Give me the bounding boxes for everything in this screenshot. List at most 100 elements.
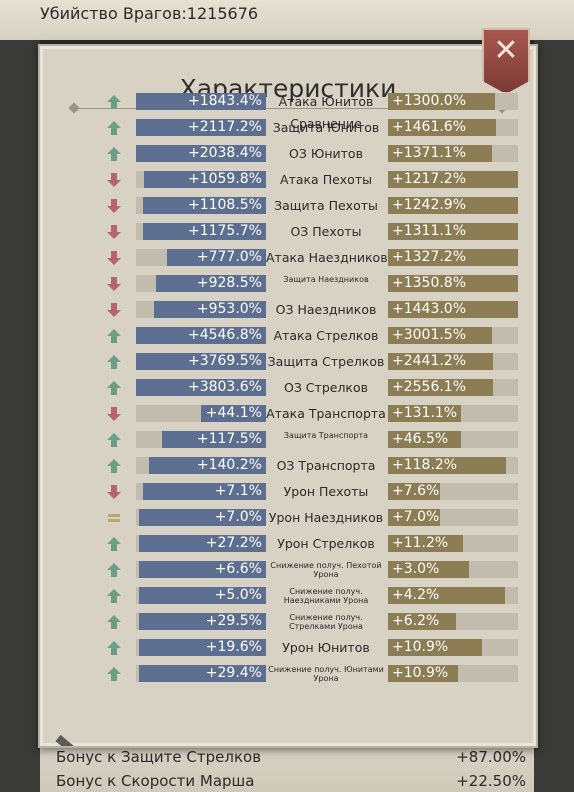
- right-value: +46.5%: [392, 431, 449, 447]
- left-value-fill: [201, 405, 266, 422]
- right-value-fill: [388, 405, 461, 422]
- stat-row: +928.5% Защита Наездников +1350.8%: [98, 274, 528, 294]
- left-value-bar: +19.6%: [136, 639, 266, 656]
- arrow-up-icon: [106, 380, 122, 396]
- left-value-bar: +1108.5%: [136, 197, 266, 214]
- left-value: +3769.5%: [187, 353, 262, 369]
- arrow-down-icon: [106, 198, 122, 214]
- right-value-fill: [388, 561, 469, 578]
- right-value-fill: [388, 587, 505, 604]
- right-value: +6.2%: [392, 613, 440, 629]
- left-value-fill: [149, 457, 266, 474]
- right-value-fill: [388, 431, 461, 448]
- stat-row: +953.0% ОЗ Наездников +1443.0%: [98, 300, 528, 320]
- left-value-bar: +5.0%: [136, 587, 266, 604]
- right-value-fill: [388, 535, 464, 552]
- title-divider: [74, 108, 502, 109]
- left-value: +7.0%: [214, 509, 262, 525]
- right-value: +1300.0%: [392, 93, 467, 109]
- right-value: +1242.9%: [392, 197, 467, 213]
- stat-row: +1108.5% Защита Пехоты +1242.9%: [98, 196, 528, 216]
- stat-label: Атака Юнитов: [278, 94, 374, 109]
- arrow-down-icon: [106, 224, 122, 240]
- left-value-fill: [142, 223, 266, 240]
- left-value-fill: [136, 379, 266, 396]
- stat-label: Защита Стрелков: [267, 354, 385, 369]
- right-value: +10.9%: [392, 639, 449, 655]
- right-value: +3.0%: [392, 561, 440, 577]
- stat-row: +3803.6% ОЗ Стрелков +2556.1%: [98, 378, 528, 398]
- arrow-down-icon: [106, 302, 122, 318]
- right-value-fill: [388, 509, 440, 526]
- left-value: +2117.2%: [187, 119, 262, 135]
- right-value: +1311.1%: [392, 223, 467, 239]
- left-value-bar: +1843.4%: [136, 93, 266, 110]
- left-value-fill: [136, 119, 266, 136]
- arrow-up-icon: [106, 588, 122, 604]
- left-value: +1108.5%: [187, 197, 262, 213]
- left-value-fill: [136, 353, 266, 370]
- arrow-up-icon: [106, 614, 122, 630]
- arrow-down-icon: [106, 276, 122, 292]
- arrow-up-icon: [106, 458, 122, 474]
- right-value: +11.2%: [392, 535, 449, 551]
- stat-row: +2117.2% Защита Юнитов +1461.6%: [98, 118, 528, 138]
- left-value: +6.6%: [214, 561, 262, 577]
- right-value: +7.6%: [392, 483, 440, 499]
- right-value-bar: +3001.5%: [388, 327, 518, 344]
- left-value: +1059.8%: [187, 171, 262, 187]
- left-value-fill: [154, 301, 266, 318]
- stat-row: +7.0% Урон Наездников +7.0%: [98, 508, 528, 528]
- right-value-bar: +7.0%: [388, 509, 518, 526]
- right-value-bar: +10.9%: [388, 665, 518, 682]
- stat-row: +1175.7% ОЗ Пехоты +1311.1%: [98, 222, 528, 242]
- left-value: +1175.7%: [187, 223, 262, 239]
- stat-row: +27.2% Урон Стрелков +11.2%: [98, 534, 528, 554]
- bottom-row-value: +22.50%: [456, 772, 526, 790]
- right-value-fill: [388, 223, 518, 240]
- stat-row: +117.5% Защита Транспорта +46.5%: [98, 430, 528, 450]
- left-value-bar: +777.0%: [136, 249, 266, 266]
- stat-row: +2038.4% ОЗ Юнитов +1371.1%: [98, 144, 528, 164]
- bottom-row: Бонус к Скорости Марша +22.50%: [56, 772, 526, 790]
- arrow-down-icon: [106, 250, 122, 266]
- right-value-bar: +2441.2%: [388, 353, 518, 370]
- stat-row: +29.4% Снижение получ. Юнитами Урона +10.9…: [98, 664, 528, 684]
- stat-row: +4546.8% Атака Стрелков +3001.5%: [98, 326, 528, 346]
- left-value-fill: [138, 587, 266, 604]
- stat-label: ОЗ Транспорта: [276, 458, 376, 473]
- stat-row: +6.6% Снижение получ. Пехотой Урона +3.0%: [98, 560, 528, 580]
- right-value: +1371.1%: [392, 145, 467, 161]
- bottom-row-value: +87.00%: [456, 748, 526, 766]
- bottom-row: Бонус к Защите Стрелков +87.00%: [56, 748, 526, 766]
- stat-label: Атака Пехоты: [280, 172, 372, 187]
- left-value: +44.1%: [205, 405, 262, 421]
- stat-row: +29.5% Снижение получ. Стрелками Урона +6.…: [98, 612, 528, 632]
- left-value-bar: +2117.2%: [136, 119, 266, 136]
- right-value-bar: +11.2%: [388, 535, 518, 552]
- left-value-bar: +6.6%: [136, 561, 266, 578]
- stat-label: Снижение получ. Наездниками Урона: [283, 587, 369, 605]
- stat-label: Защита Юнитов: [272, 120, 380, 135]
- left-value-bar: +928.5%: [136, 275, 266, 292]
- left-value-fill: [155, 275, 266, 292]
- stat-row: +5.0% Снижение получ. Наездниками Урона +4…: [98, 586, 528, 606]
- left-value-fill: [138, 613, 266, 630]
- left-value: +29.4%: [205, 665, 262, 681]
- left-value-bar: +7.0%: [136, 509, 266, 526]
- scroll-pin-decoration: [55, 734, 115, 746]
- arrow-up-icon: [106, 120, 122, 136]
- right-value: +1461.6%: [392, 119, 467, 135]
- right-value-fill: [388, 171, 518, 188]
- right-value-bar: +3.0%: [388, 561, 518, 578]
- arrow-down-icon: [106, 172, 122, 188]
- bottom-row-label: Бонус к Скорости Марша: [56, 772, 255, 790]
- background-stats-list: Бонус к Защите Стрелков +87.00% Бонус к …: [40, 740, 534, 792]
- stat-label: Урон Стрелков: [277, 536, 375, 551]
- left-value-fill: [142, 197, 266, 214]
- right-value-fill: [388, 327, 492, 344]
- close-button[interactable]: ✕: [482, 28, 530, 94]
- left-value: +953.0%: [196, 301, 262, 317]
- left-value-bar: +140.2%: [136, 457, 266, 474]
- stat-row: +7.1% Урон Пехоты +7.6%: [98, 482, 528, 502]
